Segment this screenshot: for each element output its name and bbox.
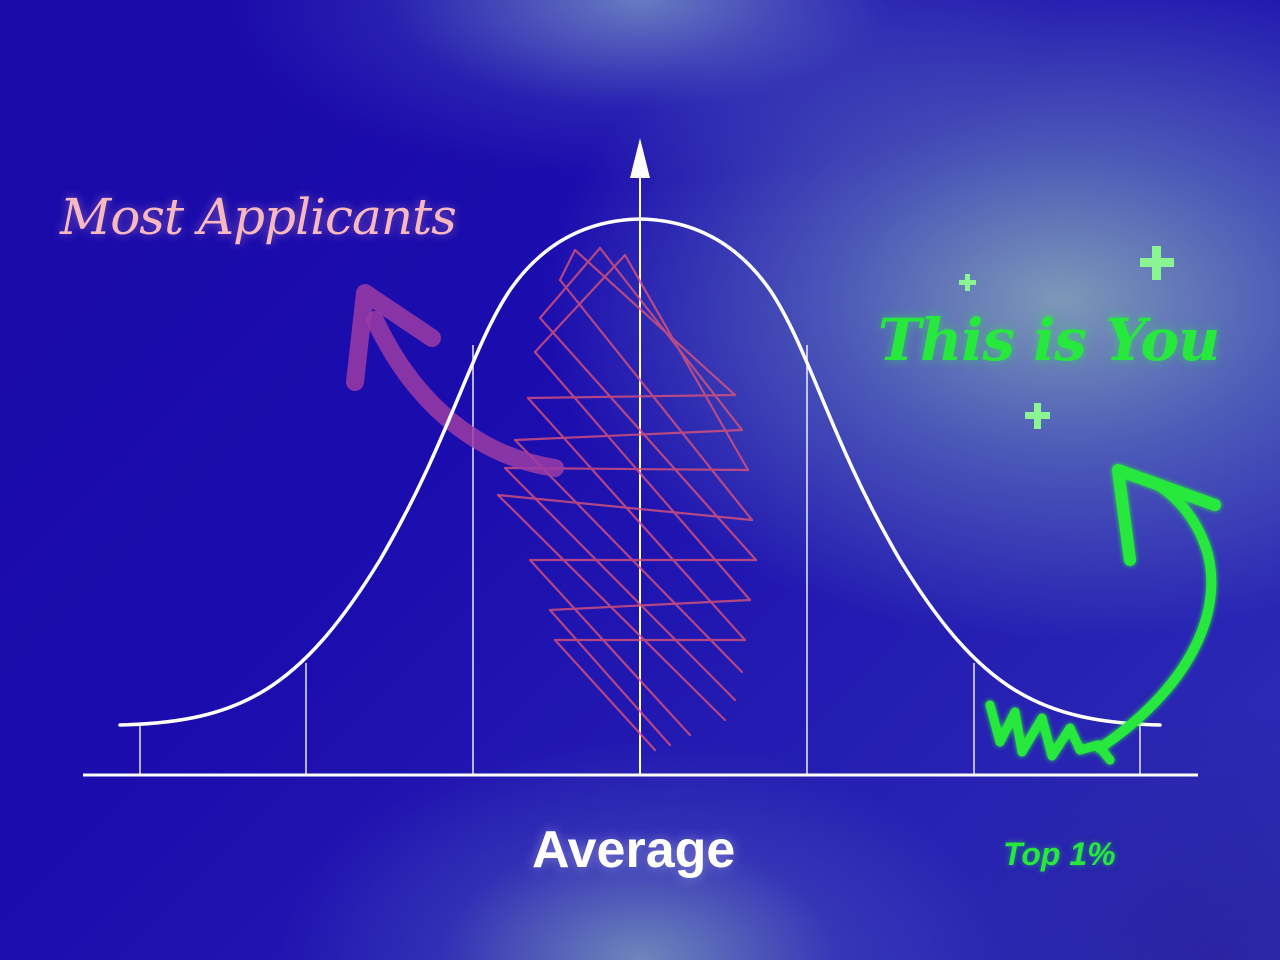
- standard-deviation-lines: [139, 345, 1141, 775]
- top-percent-squiggle: [985, 700, 1115, 765]
- sparkle-large-h: [1140, 258, 1174, 267]
- average-label: Average: [532, 821, 736, 879]
- this-is-you-label: This is You: [878, 306, 1220, 374]
- most-applicants-label: Most Applicants: [60, 188, 457, 246]
- plus-sparkle-icon: [959, 246, 1174, 429]
- sparkle-medium-h: [1025, 412, 1050, 419]
- top-percent-label: Top 1%: [1003, 836, 1116, 872]
- axis-arrowhead-icon: [630, 138, 650, 178]
- curved-arrow-up-icon: [1095, 464, 1221, 753]
- sparkle-small-h: [959, 280, 976, 285]
- scribble-shading: [496, 246, 758, 752]
- bell-curve: [118, 217, 1162, 727]
- curved-arrow-up-left-icon: [346, 284, 564, 477]
